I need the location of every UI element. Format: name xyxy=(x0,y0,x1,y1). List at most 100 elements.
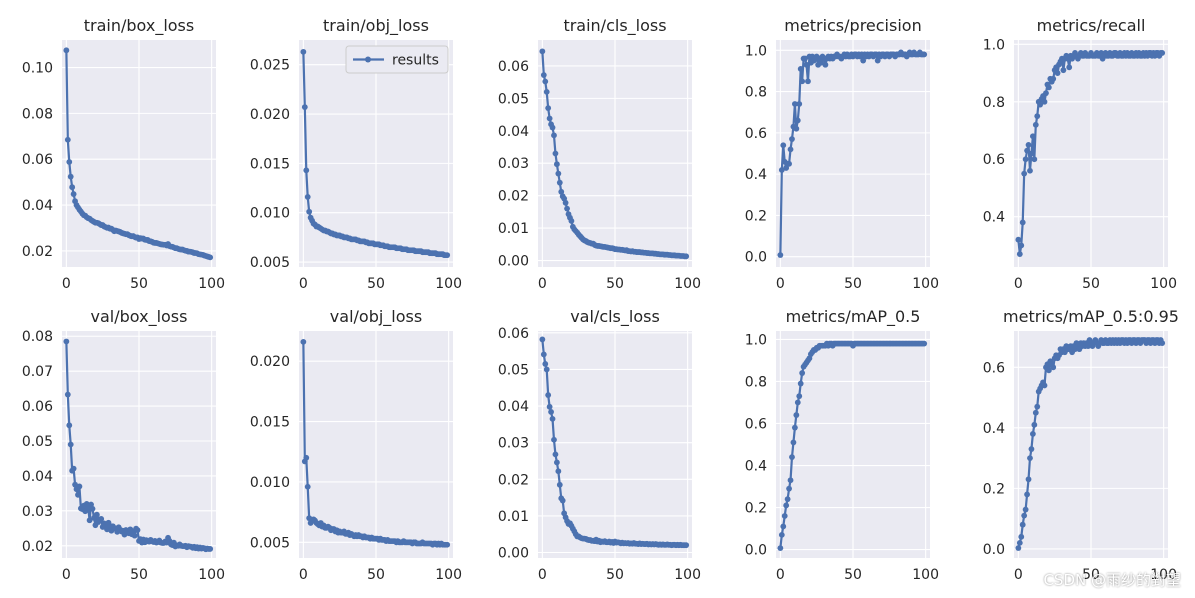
data-point xyxy=(1031,156,1038,163)
x-tick-label: 0 xyxy=(538,567,547,583)
data-point xyxy=(1031,421,1038,428)
data-point xyxy=(1043,90,1049,97)
data-point xyxy=(555,170,562,177)
data-point xyxy=(556,179,563,186)
data-point xyxy=(1015,236,1022,243)
data-point xyxy=(306,208,313,215)
data-point xyxy=(790,439,797,446)
y-tick-label: 0.015 xyxy=(250,156,290,172)
x-tick-label: 0 xyxy=(1014,276,1023,292)
y-tick-label: 0.06 xyxy=(498,59,529,75)
data-point xyxy=(1018,242,1025,249)
y-tick-label: 0.4 xyxy=(745,167,767,183)
data-point xyxy=(98,515,105,522)
data-point xyxy=(1021,512,1028,519)
data-point xyxy=(777,545,784,552)
data-point xyxy=(540,351,547,358)
data-point xyxy=(791,424,798,431)
x-tick-label: 0 xyxy=(776,567,785,583)
data-point xyxy=(558,188,565,195)
x-tick-label: 100 xyxy=(912,567,939,583)
x-tick-label: 50 xyxy=(844,567,862,583)
data-point xyxy=(82,508,89,515)
data-point xyxy=(70,465,77,472)
x-tick-label: 100 xyxy=(435,567,462,583)
x-tick-label: 0 xyxy=(299,276,308,292)
y-tick-label: 0.6 xyxy=(745,416,767,432)
y-tick-label: 0.03 xyxy=(498,156,529,172)
x-tick-label: 100 xyxy=(1150,276,1177,292)
data-point xyxy=(539,48,546,55)
data-point xyxy=(1024,491,1030,498)
data-point xyxy=(796,393,803,400)
y-tick-label: 0.05 xyxy=(498,362,529,378)
data-point xyxy=(1022,506,1029,513)
data-point xyxy=(787,477,794,484)
subplot-title: metrics/precision xyxy=(784,16,921,35)
y-tick-label: 0.08 xyxy=(22,329,53,345)
data-point xyxy=(784,496,791,503)
x-tick-label: 100 xyxy=(435,276,462,292)
y-tick-label: 0.06 xyxy=(22,152,53,168)
data-point xyxy=(1037,101,1044,108)
y-tick-label: 0.07 xyxy=(22,364,53,380)
data-point xyxy=(542,78,549,85)
y-tick-label: 0.005 xyxy=(250,535,290,551)
data-point xyxy=(1029,431,1036,437)
data-point xyxy=(783,502,790,509)
data-point xyxy=(553,459,560,466)
y-tick-label: 0.00 xyxy=(498,254,529,270)
data-point xyxy=(778,531,785,538)
data-point xyxy=(796,101,803,107)
data-point xyxy=(822,61,829,68)
x-tick-label: 0 xyxy=(62,276,71,292)
subplot-train-cls-loss: train/cls_loss 0.00 0.01 0.02 0.03 0.04 0.05 0.… xyxy=(498,16,701,292)
y-tick-label: 0.03 xyxy=(498,436,529,452)
subplot-title: metrics/mAP_0.5 xyxy=(786,307,921,327)
x-tick-label: 100 xyxy=(674,276,701,292)
data-point xyxy=(1016,539,1023,546)
data-point xyxy=(86,517,93,524)
data-point xyxy=(1060,67,1067,74)
csdn-watermark: CSDN @雨纱的對望 xyxy=(1043,571,1181,589)
data-point xyxy=(1045,367,1052,374)
x-tick-label: 100 xyxy=(912,276,939,292)
y-tick-label: 0.02 xyxy=(22,539,53,555)
data-point xyxy=(778,167,785,173)
data-point xyxy=(780,523,787,530)
data-point xyxy=(793,412,800,418)
subplot-train-obj-loss: train/obj_loss 0.005 0.010 0.015 0.020 0.025 0… xyxy=(250,16,462,292)
data-point xyxy=(1019,219,1026,226)
data-point xyxy=(1032,121,1039,128)
data-point xyxy=(64,391,71,398)
data-point xyxy=(1016,251,1023,257)
x-tick-label: 50 xyxy=(606,276,624,292)
data-point xyxy=(300,338,307,345)
subplot-metrics-precision: metrics/precision 0.0 0.2 0.4 0.6 0.8 1.0 0 50 10… xyxy=(745,16,939,292)
y-tick-label: 0.0 xyxy=(983,542,1005,558)
data-point xyxy=(66,159,73,165)
data-point xyxy=(304,483,311,490)
y-tick-label: 0.8 xyxy=(745,374,767,390)
x-tick-label: 0 xyxy=(538,276,547,292)
x-tick-label: 0 xyxy=(299,567,308,583)
data-point xyxy=(552,451,559,458)
data-point xyxy=(564,205,570,212)
data-point xyxy=(70,191,77,197)
data-point xyxy=(818,59,824,66)
data-point xyxy=(76,483,83,490)
data-point xyxy=(1159,340,1166,347)
y-tick-label: 0.10 xyxy=(22,61,53,77)
data-point xyxy=(545,105,552,111)
subplot-title: train/cls_loss xyxy=(563,16,666,36)
legend-label: results xyxy=(392,53,439,69)
x-tick-label: 50 xyxy=(606,567,624,583)
x-tick-label: 50 xyxy=(1082,276,1100,292)
data-point xyxy=(63,47,70,54)
y-tick-label: 0.020 xyxy=(250,107,290,123)
data-point xyxy=(777,252,784,258)
data-point xyxy=(546,403,553,410)
y-tick-label: 0.2 xyxy=(983,481,1005,497)
data-point xyxy=(89,505,96,512)
y-tick-label: 0.04 xyxy=(22,469,53,485)
